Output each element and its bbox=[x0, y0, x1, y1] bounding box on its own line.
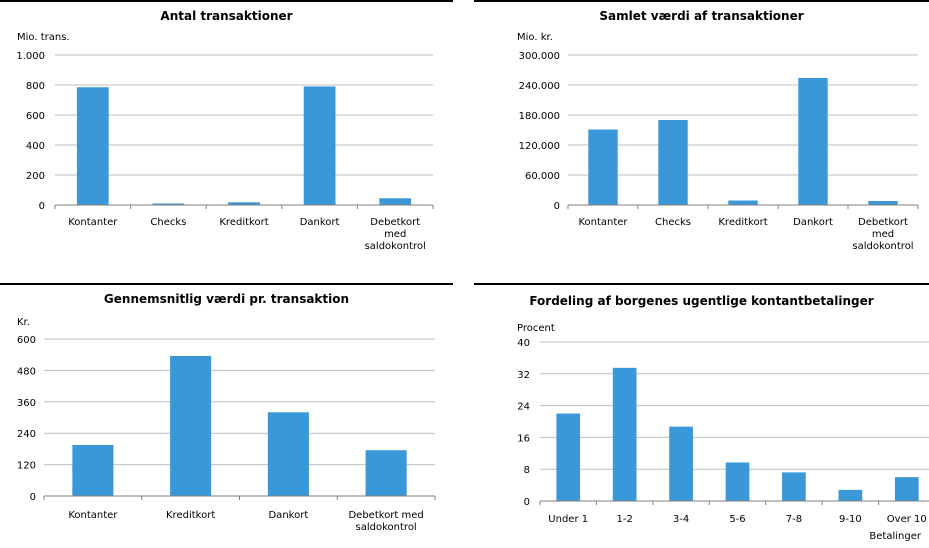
chart-panel-cash-distribution: Fordeling af borgenes ugentlige kontantb… bbox=[474, 285, 929, 544]
bar bbox=[798, 78, 828, 205]
y-axis-label: Procent bbox=[517, 323, 555, 334]
y-tick-label: 40 bbox=[517, 338, 530, 349]
bar bbox=[170, 356, 212, 496]
y-tick-label: 8 bbox=[524, 465, 530, 476]
chart-panel-transaction-value: Samlet værdi af transaktioner Mio. kr. 0 60… bbox=[474, 2, 929, 281]
bar bbox=[365, 450, 407, 496]
y-tick-label: 200 bbox=[26, 171, 45, 182]
y-tick-label: 480 bbox=[17, 366, 36, 377]
y-axis-label: Mio. trans. bbox=[17, 32, 70, 43]
y-tick-label: 1.000 bbox=[16, 51, 45, 62]
x-tick-label: 1-2 bbox=[616, 514, 632, 525]
chart-title: Gennemsnitlig værdi pr. transaktion bbox=[104, 292, 349, 306]
x-tick-label: Debetkort med saldokontrol bbox=[852, 217, 913, 252]
x-tick-label: Dankort bbox=[793, 217, 833, 228]
bar bbox=[838, 489, 863, 501]
y-axis-label: Kr. bbox=[17, 317, 30, 328]
y-tick-label: 0 bbox=[554, 201, 560, 212]
chart-svg: Gennemsnitlig værdi pr. transaktion Kr. 0 1… bbox=[17, 292, 436, 533]
chart-svg: Samlet værdi af transaktioner Mio. kr. 0 60… bbox=[517, 9, 919, 252]
x-tick-label: Kontanter bbox=[68, 217, 118, 228]
x-tick-label: Dankort bbox=[300, 217, 340, 228]
x-tick-label: 5-6 bbox=[729, 514, 745, 525]
y-tick-label: 0 bbox=[524, 497, 530, 508]
bar bbox=[267, 412, 309, 496]
chart-title: Fordeling af borgenes ugentlige kontantb… bbox=[529, 294, 873, 308]
bar bbox=[612, 367, 637, 501]
y-tick-label: 120.000 bbox=[519, 141, 560, 152]
x-tick-label: Kreditkort bbox=[166, 510, 215, 521]
y-tick-label: 16 bbox=[517, 433, 530, 444]
y-tick-label: 800 bbox=[26, 81, 45, 92]
chart-panel-average-value: Gennemsnitlig værdi pr. transaktion Kr. 0 1… bbox=[0, 285, 453, 544]
y-tick-label: 240 bbox=[17, 429, 36, 440]
y-tick-label: 120 bbox=[17, 461, 36, 472]
y-tick-label: 0 bbox=[39, 201, 45, 212]
x-tick-label: Kreditkort bbox=[718, 217, 767, 228]
y-tick-label: 360 bbox=[17, 398, 36, 409]
bar bbox=[152, 203, 185, 205]
x-tick-label: 3-4 bbox=[673, 514, 689, 525]
bar bbox=[228, 202, 260, 205]
bar bbox=[728, 200, 758, 205]
chart-svg: Antal transaktioner Mio. trans. 0 200 400 600… bbox=[16, 9, 434, 252]
chart-title: Antal transaktioner bbox=[160, 9, 292, 23]
y-tick-label: 600 bbox=[26, 111, 45, 122]
x-tick-label: 7-8 bbox=[786, 514, 802, 525]
bar bbox=[782, 472, 806, 501]
middle-rule-left bbox=[0, 283, 453, 285]
y-tick-label: 32 bbox=[517, 370, 530, 381]
y-tick-label: 0 bbox=[30, 492, 36, 503]
x-tick-label: Checks bbox=[150, 217, 186, 228]
y-tick-label: 400 bbox=[26, 141, 45, 152]
y-tick-label: 240.000 bbox=[519, 81, 560, 92]
y-tick-label: 300.000 bbox=[519, 51, 560, 62]
bar bbox=[669, 426, 693, 501]
x-tick-label: Kontanter bbox=[578, 217, 628, 228]
x-tick-label: Over 10 bbox=[887, 514, 927, 525]
x-tick-label: Checks bbox=[655, 217, 691, 228]
x-tick-label: Debetkort med saldokontrol bbox=[365, 217, 426, 252]
x-tick-label: Dankort bbox=[268, 510, 308, 521]
bar bbox=[588, 129, 618, 205]
top-rule-left bbox=[0, 0, 453, 2]
chart-panel-transaction-count: Antal transaktioner Mio. trans. 0 200 400 600… bbox=[0, 2, 453, 281]
x-tick-label: Kontanter bbox=[68, 510, 118, 521]
bar bbox=[868, 201, 898, 205]
x-axis-label: Betalinger bbox=[869, 531, 921, 542]
bar bbox=[658, 120, 688, 205]
chart-svg: Fordeling af borgenes ugentlige kontantb… bbox=[517, 294, 929, 542]
x-tick-label: Under 1 bbox=[548, 514, 588, 525]
bar bbox=[894, 477, 919, 501]
bar bbox=[72, 444, 114, 496]
y-tick-label: 600 bbox=[17, 335, 36, 346]
top-rule-right bbox=[474, 0, 929, 2]
x-tick-label: Kreditkort bbox=[219, 217, 268, 228]
bar bbox=[725, 462, 750, 501]
bar bbox=[303, 86, 336, 205]
chart-title: Samlet værdi af transaktioner bbox=[599, 9, 803, 23]
y-tick-label: 24 bbox=[517, 402, 530, 413]
x-tick-label: Debetkort med saldokontrol bbox=[348, 510, 423, 533]
bar bbox=[379, 198, 412, 205]
y-tick-label: 60.000 bbox=[525, 171, 560, 182]
y-axis-label: Mio. kr. bbox=[517, 32, 553, 43]
y-tick-label: 180.000 bbox=[519, 111, 560, 122]
x-tick-label: 9-10 bbox=[839, 514, 862, 525]
bar bbox=[556, 413, 581, 501]
middle-rule-right bbox=[474, 283, 929, 285]
bar bbox=[76, 87, 109, 205]
